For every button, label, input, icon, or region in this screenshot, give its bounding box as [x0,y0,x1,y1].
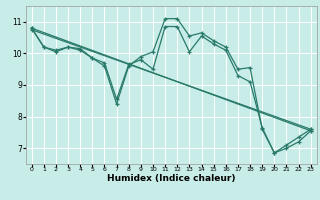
X-axis label: Humidex (Indice chaleur): Humidex (Indice chaleur) [107,174,236,183]
